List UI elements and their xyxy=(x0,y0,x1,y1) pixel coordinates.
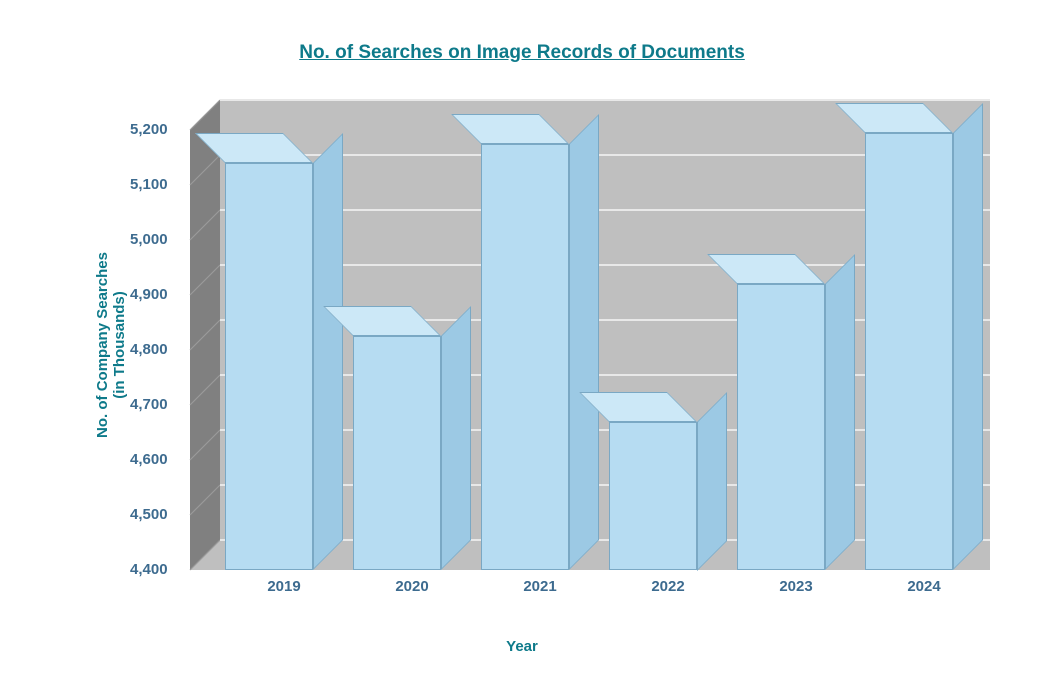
bar-2021 xyxy=(481,144,569,570)
x-tick-label: 2023 xyxy=(751,578,841,595)
y-tick-label: 4,500 xyxy=(130,506,180,523)
x-tick-label: 2024 xyxy=(879,578,969,595)
y-tick-label: 4,900 xyxy=(130,286,180,303)
y-tick-label: 4,800 xyxy=(130,341,180,358)
y-tick-label: 4,400 xyxy=(130,561,180,578)
x-tick-label: 2021 xyxy=(495,578,585,595)
y-axis-label: No. of Company Searches (in Thousands) xyxy=(94,252,128,438)
bar-2019 xyxy=(225,163,313,570)
x-tick-label: 2019 xyxy=(239,578,329,595)
bar-2023 xyxy=(737,284,825,570)
x-axis-label: Year xyxy=(0,638,1044,655)
y-tick-label: 5,000 xyxy=(130,231,180,248)
bar-2022 xyxy=(609,422,697,571)
bar-2024 xyxy=(865,133,953,570)
y-axis-label-line2: (in Thousands) xyxy=(111,291,128,399)
x-tick-label: 2022 xyxy=(623,578,713,595)
chart-title: No. of Searches on Image Records of Docu… xyxy=(0,42,1044,64)
x-tick-label: 2020 xyxy=(367,578,457,595)
y-tick-label: 4,700 xyxy=(130,396,180,413)
bar-2020 xyxy=(353,336,441,570)
y-axis-label-line1: No. of Company Searches xyxy=(94,252,111,438)
y-tick-label: 5,100 xyxy=(130,176,180,193)
y-tick-label: 5,200 xyxy=(130,121,180,138)
chart-plot-area: 4,4004,5004,6004,7004,8004,9005,0005,100… xyxy=(190,130,990,570)
y-tick-label: 4,600 xyxy=(130,451,180,468)
